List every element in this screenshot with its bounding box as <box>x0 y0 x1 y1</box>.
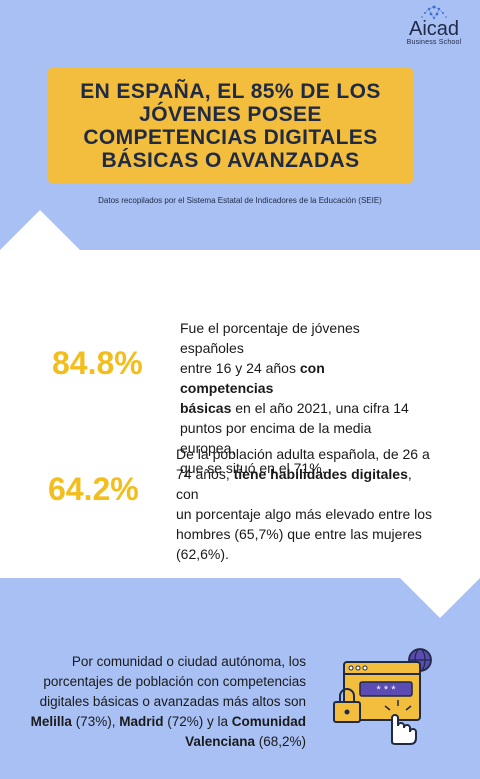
browser-password-lock-icon: * * * <box>333 648 432 745</box>
logo-subtitle: Business School <box>406 39 462 46</box>
title-line-2a: JÓVENES <box>139 102 248 126</box>
title-line-4: BÁSICAS O AVANZADAS <box>101 148 360 172</box>
stat-value-2: 64.2% <box>48 471 139 507</box>
stat-text-2: De la población adulta española, de 26 a… <box>176 446 433 562</box>
logo-wordmark: Aicad <box>408 18 460 40</box>
stat-value-1: 84.8% <box>52 345 143 381</box>
stat-text-1: Fue el porcentaje de jóvenes españoles e… <box>180 320 409 476</box>
source-note: Datos recopilados por el Sistema Estatal… <box>98 196 382 205</box>
password-mask: * * * <box>377 684 397 696</box>
title-line-2b: POSEE <box>247 102 322 126</box>
page-title: EN ESPAÑA, EL 85% DE LOS JÓVENES POSEE C… <box>68 80 393 172</box>
logo-network-icon <box>421 5 447 20</box>
title-line-1: EN ESPAÑA, EL 85% DE LOS <box>80 79 381 103</box>
aicad-logo[interactable]: Aicad Business School <box>396 4 472 56</box>
title-banner: EN ESPAÑA, EL 85% DE LOS JÓVENES POSEE C… <box>48 68 413 183</box>
regional-summary: Por comunidad o ciudad autónoma, los por… <box>30 654 306 749</box>
title-line-3: COMPETENCIAS DIGITALES <box>83 125 378 149</box>
